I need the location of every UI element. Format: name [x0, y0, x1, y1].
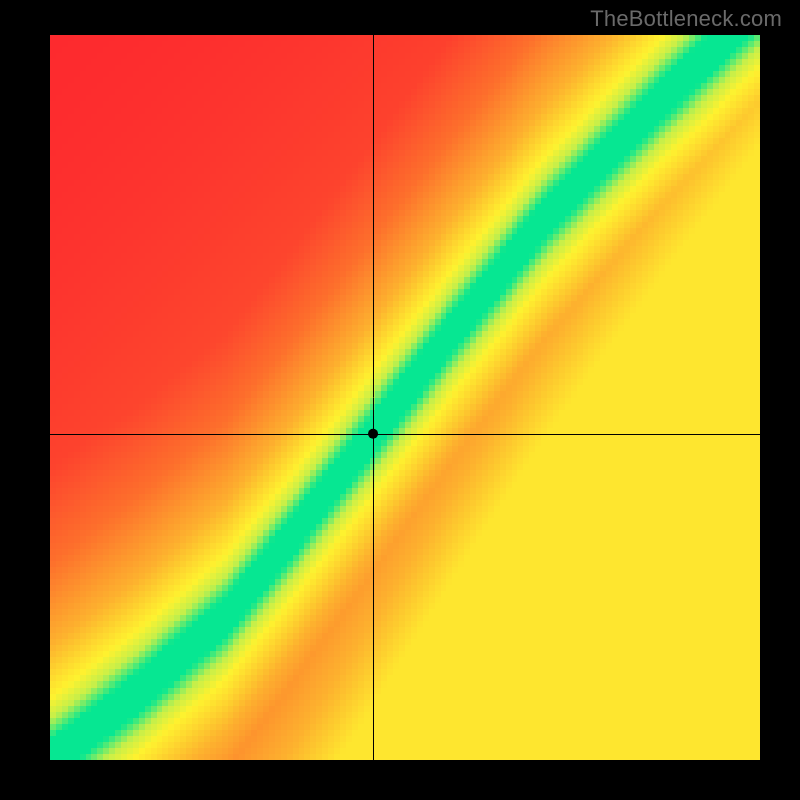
- watermark-text: TheBottleneck.com: [590, 6, 782, 32]
- chart-container: TheBottleneck.com: [0, 0, 800, 800]
- bottleneck-heatmap: [50, 35, 760, 760]
